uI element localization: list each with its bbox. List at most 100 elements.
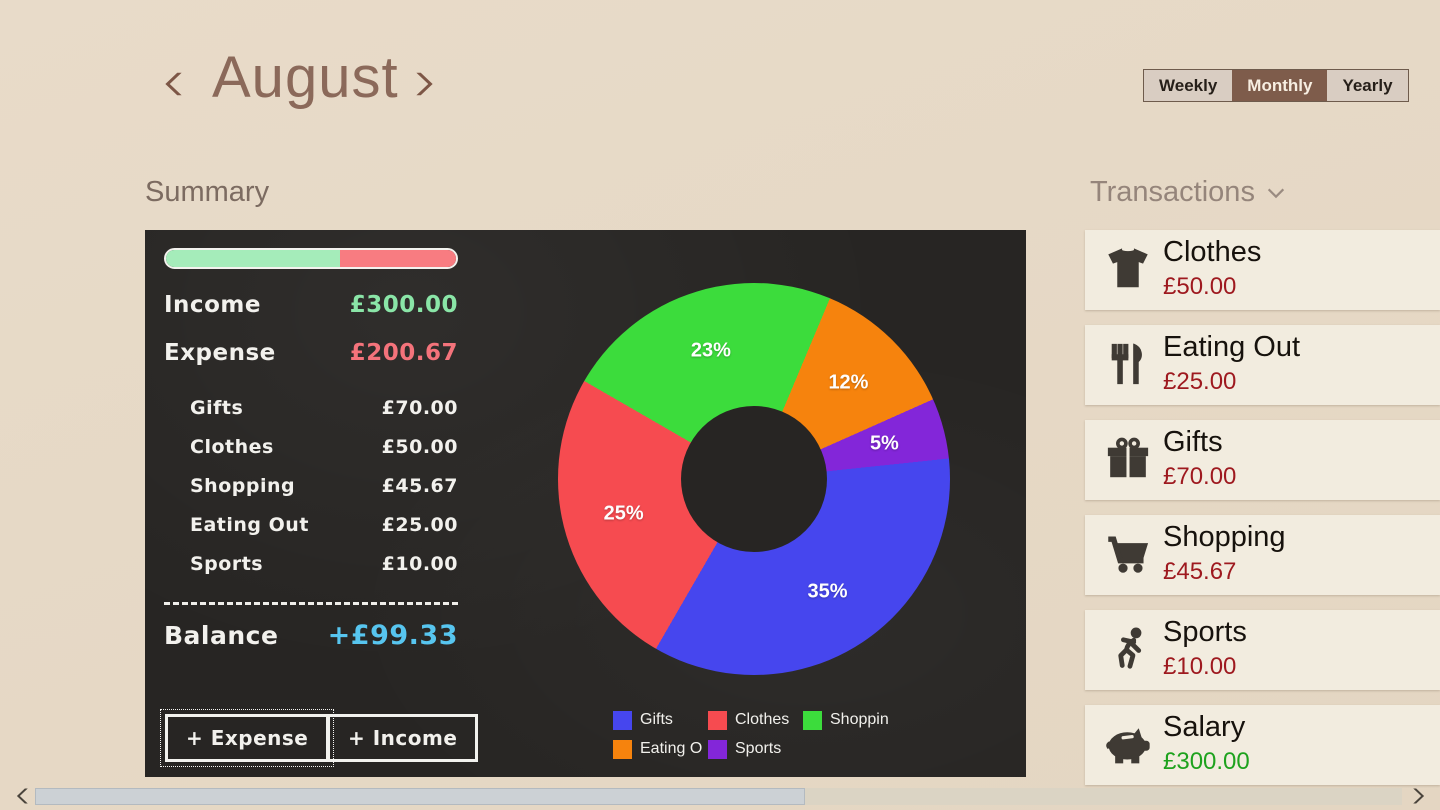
view-toggle: Weekly Monthly Yearly bbox=[1143, 69, 1409, 102]
runner-icon bbox=[1105, 626, 1151, 672]
view-toggle-yearly[interactable]: Yearly bbox=[1327, 70, 1408, 101]
transaction-name: Salary bbox=[1163, 711, 1246, 743]
breakdown-category-label: Eating Out bbox=[190, 513, 309, 536]
balance-value: +£99.33 bbox=[327, 620, 458, 651]
legend-swatch bbox=[613, 710, 632, 730]
chevron-left-icon bbox=[161, 64, 191, 104]
breakdown-amount: £45.67 bbox=[381, 474, 458, 497]
breakdown-amount: £10.00 bbox=[381, 552, 458, 575]
view-toggle-monthly[interactable]: Monthly bbox=[1232, 70, 1328, 101]
wedge-percent-label: 35% bbox=[807, 580, 848, 603]
progress-income-portion bbox=[166, 250, 340, 267]
breakdown-row: Sports £10.00 bbox=[164, 544, 458, 583]
add-expense-button[interactable]: + Expense bbox=[159, 709, 335, 767]
next-month-button[interactable] bbox=[404, 62, 440, 108]
budget-progress-bar bbox=[164, 248, 458, 269]
income-label: Income bbox=[164, 292, 261, 318]
scroll-left-button[interactable] bbox=[13, 786, 35, 808]
transaction-card-salary[interactable]: Salary £300.00 bbox=[1085, 705, 1440, 785]
cart-icon bbox=[1105, 531, 1151, 577]
view-toggle-weekly[interactable]: Weekly bbox=[1144, 70, 1233, 101]
tshirt-icon bbox=[1105, 246, 1151, 292]
summary-section-title: Summary bbox=[145, 176, 270, 208]
balance-row: Balance +£99.33 bbox=[164, 620, 458, 651]
divider-dashed-line bbox=[164, 602, 458, 605]
transaction-card-sports[interactable]: Sports £10.00 bbox=[1085, 610, 1440, 690]
legend-label: Eating O bbox=[640, 740, 703, 757]
legend-item: Clothes bbox=[708, 708, 803, 732]
transaction-amount: £50.00 bbox=[1163, 273, 1237, 300]
page-title-month: August bbox=[212, 45, 399, 110]
legend-item: Sports bbox=[708, 737, 803, 761]
chart-legend: Gifts Clothes Shoppin Eating O Sports bbox=[613, 708, 898, 761]
donut-chart-hole bbox=[681, 406, 827, 552]
expense-donut-chart: 23% 12% 5% 35% 25% bbox=[558, 283, 950, 675]
wedge-percent-label: 12% bbox=[828, 371, 869, 394]
transaction-name: Eating Out bbox=[1163, 331, 1301, 363]
legend-item: Eating O bbox=[613, 737, 708, 761]
breakdown-category-label: Clothes bbox=[190, 435, 274, 458]
expense-value: £200.67 bbox=[349, 340, 458, 366]
legend-label: Gifts bbox=[640, 711, 673, 728]
transaction-card-clothes[interactable]: Clothes £50.00 bbox=[1085, 230, 1440, 310]
legend-swatch bbox=[708, 739, 727, 759]
progress-expense-portion bbox=[340, 250, 456, 267]
breakdown-amount: £50.00 bbox=[381, 435, 458, 458]
transaction-amount: £10.00 bbox=[1163, 653, 1237, 680]
legend-label: Shoppin bbox=[830, 711, 889, 728]
breakdown-amount: £25.00 bbox=[381, 513, 458, 536]
transaction-name: Shopping bbox=[1163, 521, 1286, 553]
transaction-card-gifts[interactable]: Gifts £70.00 bbox=[1085, 420, 1440, 500]
breakdown-category-label: Shopping bbox=[190, 474, 296, 497]
transaction-amount: £25.00 bbox=[1163, 368, 1237, 395]
breakdown-row: Gifts £70.00 bbox=[164, 388, 458, 427]
cutlery-icon bbox=[1105, 341, 1151, 387]
legend-item: Gifts bbox=[613, 708, 708, 732]
breakdown-row: Shopping £45.67 bbox=[164, 466, 458, 505]
chevron-left-icon bbox=[14, 786, 34, 806]
legend-swatch bbox=[708, 710, 727, 730]
transaction-card-shopping[interactable]: Shopping £45.67 bbox=[1085, 515, 1440, 595]
wedge-percent-label: 5% bbox=[869, 432, 899, 455]
income-value: £300.00 bbox=[349, 292, 458, 318]
horizontal-scrollbar-thumb[interactable] bbox=[35, 788, 805, 805]
transactions-list: Clothes £50.00 Eating Out £25.00 Gifts £70.00… bbox=[1085, 230, 1440, 800]
previous-month-button[interactable] bbox=[158, 62, 194, 108]
horizontal-scrollbar-track[interactable] bbox=[35, 788, 1402, 805]
legend-swatch bbox=[613, 739, 632, 759]
gift-icon bbox=[1105, 436, 1151, 482]
income-row: Income £300.00 bbox=[164, 292, 458, 318]
transaction-amount: £70.00 bbox=[1163, 463, 1237, 490]
piggy-bank-icon bbox=[1105, 721, 1151, 767]
breakdown-category-label: Sports bbox=[190, 552, 264, 575]
legend-label: Clothes bbox=[735, 711, 790, 728]
add-income-button[interactable]: + Income bbox=[327, 714, 479, 762]
legend-swatch bbox=[803, 710, 822, 730]
chevron-down-icon bbox=[1265, 182, 1287, 204]
transaction-card-eating-out[interactable]: Eating Out £25.00 bbox=[1085, 325, 1440, 405]
breakdown-row: Eating Out £25.00 bbox=[164, 505, 458, 544]
chevron-right-icon bbox=[407, 64, 437, 104]
transactions-section-title: Transactions bbox=[1090, 176, 1255, 208]
wedge-percent-label: 23% bbox=[690, 339, 731, 362]
transaction-amount: £300.00 bbox=[1163, 748, 1250, 775]
transaction-name: Clothes bbox=[1163, 236, 1262, 268]
legend-item: Shoppin bbox=[803, 708, 898, 732]
chevron-right-icon bbox=[1407, 786, 1427, 806]
breakdown-category-label: Gifts bbox=[190, 396, 244, 419]
transaction-name: Gifts bbox=[1163, 426, 1223, 458]
transactions-dropdown[interactable]: Transactions bbox=[1090, 176, 1287, 209]
breakdown-amount: £70.00 bbox=[381, 396, 458, 419]
transaction-name: Sports bbox=[1163, 616, 1247, 648]
expense-breakdown: Gifts £70.00 Clothes £50.00 Shopping £45.67 Ea… bbox=[164, 388, 458, 583]
breakdown-row: Clothes £50.00 bbox=[164, 427, 458, 466]
scroll-right-button[interactable] bbox=[1406, 786, 1428, 808]
legend-label: Sports bbox=[735, 740, 782, 757]
summary-board: Income £300.00 Expense £200.67 Gifts £70.… bbox=[145, 230, 1026, 777]
transaction-amount: £45.67 bbox=[1163, 558, 1237, 585]
expense-label: Expense bbox=[164, 340, 276, 366]
wedge-percent-label: 25% bbox=[603, 502, 644, 525]
balance-label: Balance bbox=[164, 621, 279, 650]
expense-row: Expense £200.67 bbox=[164, 340, 458, 366]
